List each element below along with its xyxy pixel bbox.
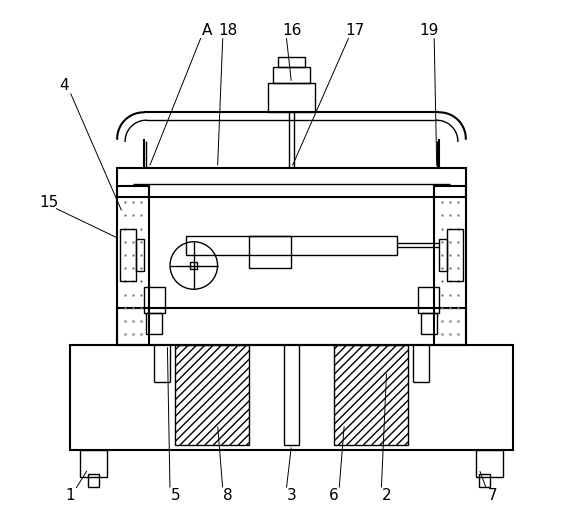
Text: 17: 17	[345, 23, 364, 38]
Bar	[136, 239, 143, 271]
Text: A: A	[202, 23, 212, 38]
Bar	[250, 236, 292, 268]
Bar	[120, 228, 136, 281]
Bar	[421, 313, 437, 334]
Bar	[333, 345, 408, 445]
Bar	[434, 186, 466, 345]
Bar	[278, 57, 305, 67]
Text: 19: 19	[419, 23, 438, 38]
Bar	[476, 450, 503, 477]
Bar	[88, 474, 99, 487]
Text: 7: 7	[487, 488, 497, 503]
Text: 5: 5	[170, 488, 180, 503]
Bar	[146, 313, 162, 334]
Bar	[80, 450, 107, 477]
Bar	[268, 83, 315, 113]
Text: 18: 18	[219, 23, 238, 38]
Bar	[440, 239, 447, 271]
Bar	[175, 345, 250, 445]
Text: 2: 2	[382, 488, 391, 503]
Bar	[479, 474, 490, 487]
Bar	[186, 236, 397, 255]
Bar	[117, 168, 466, 197]
Bar	[447, 228, 463, 281]
Text: 4: 4	[59, 79, 69, 93]
Bar	[190, 262, 198, 269]
Bar	[117, 186, 149, 345]
Bar	[117, 308, 466, 345]
Bar	[418, 287, 440, 313]
Text: 15: 15	[39, 195, 58, 210]
Text: 16: 16	[282, 23, 301, 38]
Text: 8: 8	[223, 488, 233, 503]
Bar	[273, 67, 310, 83]
Text: 6: 6	[329, 488, 339, 503]
Bar	[69, 345, 514, 450]
Text: 3: 3	[287, 488, 296, 503]
Bar	[143, 287, 165, 313]
Text: 1: 1	[65, 488, 75, 503]
